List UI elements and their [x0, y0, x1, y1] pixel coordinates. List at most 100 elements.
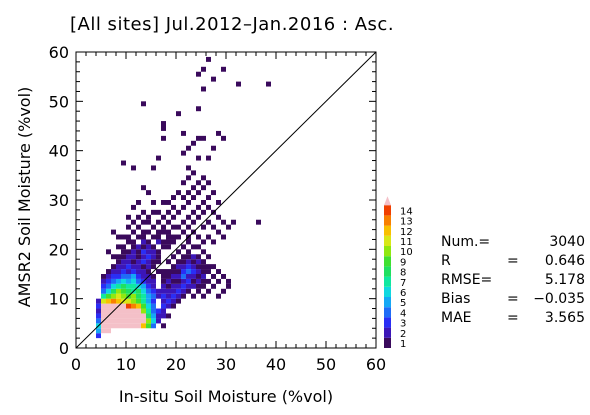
heatmap-bin: [101, 328, 106, 334]
heatmap-bin: [186, 264, 191, 270]
heatmap-bin: [131, 165, 136, 171]
heatmap-bin: [196, 264, 201, 270]
heatmap-bin: [141, 239, 146, 245]
colorbar-swatch: [384, 215, 391, 226]
heatmap-bin: [156, 269, 161, 274]
heatmap-bin: [161, 200, 166, 205]
heatmap-bin: [146, 219, 151, 225]
heatmap-bin: [131, 204, 136, 210]
statistics-panel: Num.= 3040 R = 0.646 RMSE= 5.178 Bias = −0.035…: [441, 233, 585, 328]
colorbar-swatch: [384, 317, 391, 328]
heatmap-bin: [161, 229, 166, 235]
stat-equals: =: [507, 253, 519, 269]
x-tick-label: 40: [266, 355, 286, 374]
y-axis-label: AMSR2 Soil Moisture (%vol): [15, 86, 34, 308]
colorbar-label: 3: [400, 319, 406, 330]
heatmap-bin: [126, 323, 131, 329]
heatmap-bin: [121, 249, 126, 255]
heatmap-bin: [161, 274, 166, 279]
axis-tick-labels: 0 10 20 30 40 50 60 0 10 20 30 40 50 60: [49, 43, 387, 374]
heatmap-bin: [221, 234, 226, 240]
heatmap-bin: [121, 323, 126, 329]
heatmap-bin: [146, 313, 151, 319]
colorbar-label: 14: [400, 206, 413, 217]
heatmap-bin: [156, 219, 161, 225]
heatmap-bin: [141, 313, 146, 319]
heatmap-bin: [131, 274, 136, 279]
heatmap-bin: [151, 224, 156, 230]
heatmap-bin: [221, 219, 226, 225]
colorbar-label: 11: [400, 237, 413, 248]
heatmap-bin: [126, 269, 131, 274]
heatmap-bin: [141, 298, 146, 304]
heatmap-bin: [136, 264, 141, 270]
heatmap-bin: [176, 278, 181, 284]
heatmap-bin: [196, 269, 201, 274]
heatmap-bin: [136, 313, 141, 319]
heatmap-bin: [106, 298, 111, 304]
heatmap-bin: [141, 283, 146, 289]
heatmap-bin: [221, 66, 226, 72]
stat-row-bias: Bias = −0.035: [441, 290, 585, 309]
heatmap-bin: [151, 308, 156, 314]
heatmap-bin: [171, 303, 176, 309]
heatmap-bin: [141, 229, 146, 235]
heatmap-bin: [166, 229, 171, 235]
heatmap-bin: [201, 239, 206, 245]
heatmap-bin: [156, 234, 161, 240]
heatmap-bin: [186, 254, 191, 260]
heatmap-bin: [146, 298, 151, 304]
y-tick-label: 10: [49, 290, 69, 309]
heatmap-bin: [116, 269, 121, 274]
heatmap-bin: [191, 293, 196, 299]
heatmap-bin: [201, 259, 206, 265]
heatmap-bin: [136, 278, 141, 284]
heatmap-bin: [161, 308, 166, 314]
heatmap-bin: [141, 308, 146, 314]
heatmap-bin: [151, 264, 156, 270]
stat-label: R: [441, 253, 451, 269]
heatmap-bin: [196, 214, 201, 220]
colorbar-label: 4: [400, 308, 406, 319]
heatmap-bin: [206, 278, 211, 284]
heatmap-bin: [171, 288, 176, 294]
heatmap-bin: [106, 318, 111, 324]
heatmap-bin: [181, 150, 186, 156]
heatmap-bin: [116, 298, 121, 304]
heatmap-bin: [146, 293, 151, 299]
heatmap-bin: [201, 249, 206, 255]
heatmap-bin: [166, 209, 171, 215]
heatmap-bin: [151, 283, 156, 289]
heatmap-bin: [221, 288, 226, 294]
heatmap-bin: [176, 283, 181, 289]
heatmap-bin: [161, 121, 166, 126]
heatmap-bin: [116, 264, 121, 270]
heatmap-bin: [216, 269, 221, 274]
axis-ticks: [75, 51, 377, 349]
heatmap-bin: [111, 254, 116, 260]
heatmap-bin: [181, 219, 186, 225]
heatmap-bin: [131, 318, 136, 324]
heatmap-bin: [171, 224, 176, 230]
stat-value: 5.178: [544, 272, 585, 288]
heatmap-bin: [96, 328, 101, 334]
heatmap-bin: [101, 298, 106, 304]
heatmap-bin: [136, 214, 141, 220]
heatmap-bin: [206, 264, 211, 270]
heatmap-bin: [156, 254, 161, 260]
x-tick-label: 60: [366, 355, 386, 374]
heatmap-bin: [176, 269, 181, 274]
heatmap-bin: [126, 254, 131, 260]
heatmap-bin: [216, 130, 221, 136]
heatmap-bin: [181, 229, 186, 235]
heatmap-bin: [176, 234, 181, 240]
heatmap-bin: [171, 264, 176, 270]
heatmap-bin: [196, 283, 201, 289]
heatmap-bin: [126, 259, 131, 265]
heatmap-bin: [181, 274, 186, 279]
heatmap-bin: [156, 288, 161, 294]
heatmap-bin: [111, 283, 116, 289]
heatmap-bin: [156, 318, 161, 324]
heatmap-bin: [196, 244, 201, 250]
heatmap-bin: [156, 259, 161, 265]
